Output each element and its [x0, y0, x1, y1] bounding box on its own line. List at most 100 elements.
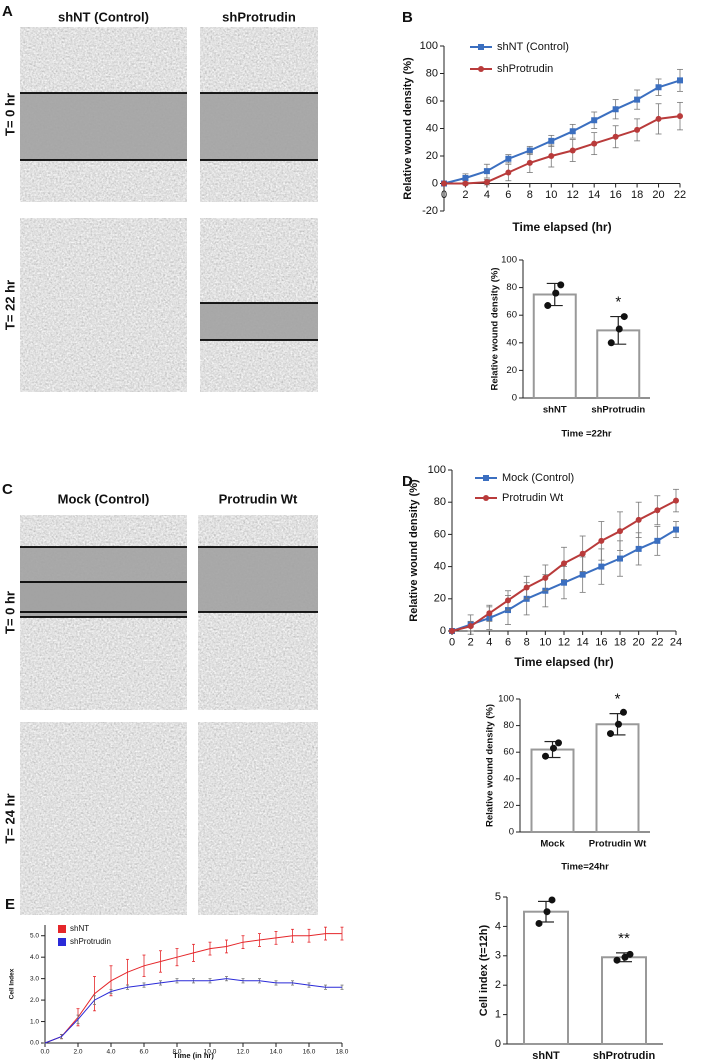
column-title: Protrudin Wt [219, 491, 298, 506]
x-tick-label: 4 [486, 637, 492, 649]
x-tick-label: 16 [595, 637, 607, 649]
data-point [535, 919, 543, 927]
y-tick-label: 80 [506, 282, 517, 293]
marker [478, 66, 484, 72]
marker [677, 113, 683, 120]
marker [523, 584, 530, 591]
marker [478, 44, 484, 50]
significance: * [615, 691, 621, 708]
y-tick-label: 2.0 [30, 997, 39, 1004]
y-tick-label: 3.0 [30, 975, 39, 982]
marker [591, 140, 598, 147]
x-tick-label: shProtrudin [593, 1050, 656, 1062]
marker [617, 528, 623, 535]
y-axis-label: Relative wound density (%) [402, 57, 414, 200]
x-tick-label: 0 [441, 189, 447, 201]
y-axis-label: Relative wound density (%) [485, 704, 496, 827]
marker [612, 106, 619, 113]
y-tick-label: 60 [506, 310, 517, 321]
bar [532, 293, 577, 399]
legend-label: Protrudin Wt [502, 492, 563, 504]
data-point [613, 956, 621, 964]
legend-swatch [58, 938, 66, 946]
x-tick-label: 6 [505, 637, 511, 649]
marker [561, 579, 567, 586]
legend-label: shNT (Control) [497, 41, 569, 53]
x-tick-label: 18 [614, 637, 626, 649]
y-tick-label: 60 [426, 95, 438, 107]
x-axis-label: Time elapsed (hr) [512, 220, 611, 234]
y-tick-label: 100 [498, 694, 514, 705]
marker [483, 168, 490, 175]
panel-letter: E [5, 896, 15, 913]
wound-gap [20, 582, 187, 612]
x-tick-label: 8 [524, 637, 530, 649]
micrograph [20, 218, 187, 392]
data-point [555, 739, 562, 747]
legend-swatch [58, 925, 66, 933]
y-tick-label: 0 [495, 1038, 501, 1050]
y-tick-label: 20 [434, 593, 446, 605]
y-tick-label: 100 [420, 40, 438, 52]
y-tick-label: 40 [434, 561, 446, 573]
y-tick-label: 0 [512, 393, 517, 404]
row-label: T= 0 hr [2, 93, 17, 136]
x-tick-label: 22 [674, 189, 686, 201]
y-tick-label: 100 [501, 255, 517, 266]
y-tick-label: 80 [503, 720, 514, 731]
legend-label: shProtrudin [497, 63, 553, 75]
y-tick-label: 40 [503, 773, 514, 784]
marker [598, 537, 605, 544]
marker [548, 137, 555, 144]
y-tick-label: 80 [426, 67, 438, 79]
x-tick-label: 20 [633, 637, 645, 649]
x-tick-label: 6 [505, 189, 511, 201]
y-tick-label: 60 [434, 528, 446, 540]
x-tick-label: 12 [567, 189, 579, 201]
bar [601, 956, 647, 1046]
marker [561, 560, 567, 567]
row-label: T= 24 hr [2, 793, 17, 843]
wound-gap [200, 93, 318, 160]
series-line [44, 933, 342, 1044]
x-tick-label: 10.0 [204, 1048, 217, 1055]
x-tick-label: 10 [539, 637, 551, 649]
marker [612, 133, 619, 140]
x-axis-label: Time elapsed (hr) [514, 655, 613, 669]
bar [523, 910, 569, 1046]
x-tick-label: 0.0 [40, 1048, 49, 1055]
x-axis-label: Time =22hr [561, 429, 612, 440]
series-line [444, 115, 681, 185]
panel-letter: B [402, 9, 413, 26]
column-title: shProtrudin [222, 9, 296, 24]
y-tick-label: 5 [495, 891, 501, 903]
y-tick-label: 5.0 [30, 932, 39, 939]
x-tick-label: shNT [543, 405, 567, 416]
micrograph [198, 722, 318, 915]
y-tick-label: 40 [426, 122, 438, 134]
x-tick-label: 18 [631, 189, 643, 201]
y-axis-label: Cell index (t=12h) [478, 924, 490, 1016]
x-tick-label: 12 [558, 637, 570, 649]
x-tick-label: 2.0 [73, 1048, 82, 1055]
data-point [607, 730, 614, 738]
marker [677, 77, 683, 84]
x-tick-label: 2 [468, 637, 474, 649]
x-axis-label: Time (in hr) [173, 1051, 214, 1060]
x-tick-label: 10 [545, 189, 557, 201]
y-tick-label: 1.0 [30, 1018, 39, 1025]
column-title: Mock (Control) [58, 491, 150, 506]
x-tick-label: 2 [462, 189, 468, 201]
data-point [543, 908, 551, 916]
y-tick-label: 20 [503, 800, 514, 811]
data-point [620, 313, 628, 321]
y-tick-label: 2 [495, 979, 501, 991]
x-tick-label: 6.0 [139, 1048, 148, 1055]
bar [595, 723, 640, 834]
marker [467, 623, 474, 630]
y-tick-label: 60 [503, 747, 514, 758]
marker [486, 610, 493, 617]
marker [441, 180, 447, 187]
panel-letter: A [2, 3, 13, 20]
y-tick-label: 1 [495, 1009, 501, 1021]
